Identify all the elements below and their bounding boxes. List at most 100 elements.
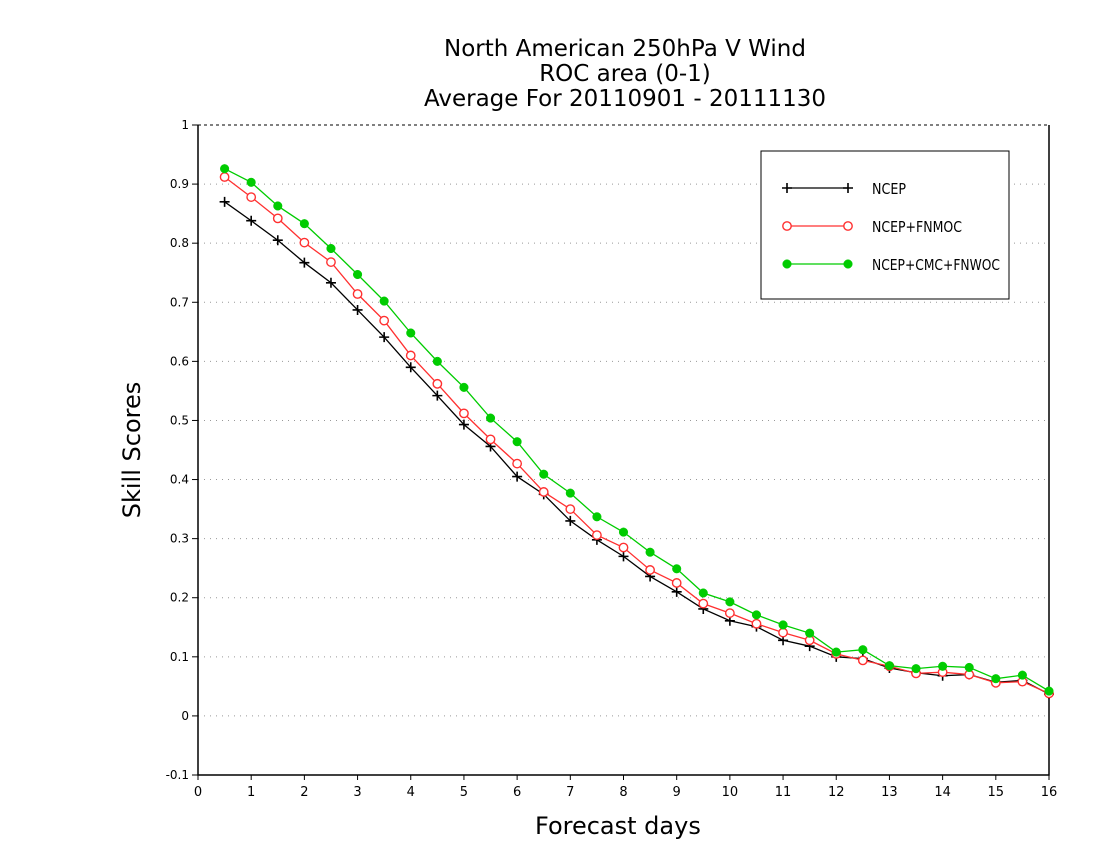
- x-tick-label: 9: [673, 785, 681, 800]
- data-point: [352, 304, 363, 315]
- data-point: [565, 504, 576, 514]
- data-point: [858, 645, 868, 655]
- data-point: [272, 235, 283, 246]
- data-point: [538, 487, 549, 497]
- data-point: [432, 378, 443, 389]
- data-point: [405, 362, 416, 373]
- data-point: [273, 201, 283, 211]
- data-point: [353, 269, 363, 280]
- x-tick-label: 1: [247, 785, 255, 800]
- legend-label: NCEP: [872, 180, 906, 198]
- legend-label: NCEP+CMC+FNWOC: [872, 256, 1000, 274]
- data-point: [272, 213, 283, 224]
- y-tick-label: -0.1: [166, 768, 189, 782]
- data-point: [485, 413, 496, 423]
- data-point: [219, 196, 230, 207]
- legend-marker: [782, 259, 792, 269]
- legend-marker: [782, 183, 792, 193]
- data-point: [964, 662, 974, 673]
- chart-title-line-1: North American 250hPa V Wind: [444, 36, 806, 62]
- legend-marker: [843, 259, 853, 269]
- data-point: [1044, 686, 1054, 696]
- chart-title-line-3: Average For 20110901 - 20111130: [423, 86, 827, 112]
- data-point: [246, 215, 257, 226]
- data-point: [884, 661, 894, 671]
- data-point: [1017, 670, 1027, 680]
- x-tick-label: 6: [513, 785, 521, 800]
- x-tick-label: 12: [828, 785, 845, 800]
- data-point: [857, 655, 868, 666]
- x-tick-label: 3: [353, 785, 361, 800]
- data-point: [512, 471, 523, 482]
- x-tick-label: 4: [407, 785, 415, 800]
- data-point: [246, 177, 256, 187]
- y-tick-label: 1: [181, 118, 189, 132]
- data-point: [751, 610, 762, 620]
- data-point: [991, 674, 1001, 684]
- data-point: [725, 597, 735, 607]
- data-point: [911, 664, 921, 674]
- y-tick-label: 0: [181, 709, 189, 723]
- legend-marker: [843, 221, 853, 231]
- x-tick-label: 0: [194, 785, 202, 800]
- data-point: [724, 608, 735, 618]
- data-point: [379, 296, 389, 306]
- x-tick-label: 5: [460, 785, 468, 800]
- x-tick-label: 15: [988, 785, 1005, 800]
- data-point: [671, 586, 682, 597]
- data-point: [220, 164, 230, 174]
- legend-item: NCEP+CMC+FNWOC: [782, 256, 1000, 274]
- data-point: [458, 419, 469, 430]
- data-point: [299, 257, 310, 268]
- data-point: [219, 172, 230, 182]
- data-point: [778, 627, 788, 638]
- legend-label: NCEP+FNMOC: [872, 218, 962, 236]
- data-point: [831, 647, 841, 657]
- chart-title-line-2: ROC area (0-1): [539, 61, 711, 87]
- y-tick-label: 0.1: [170, 650, 189, 664]
- data-point: [352, 289, 363, 299]
- data-point: [512, 437, 522, 447]
- data-point: [379, 332, 390, 343]
- x-axis-label: Forecast days: [535, 812, 701, 840]
- y-tick-label: 0.7: [170, 295, 189, 309]
- y-tick-label: 0.6: [170, 354, 189, 368]
- y-tick-label: 0.4: [170, 473, 189, 487]
- legend-marker: [843, 183, 853, 193]
- data-point: [592, 512, 602, 522]
- data-point: [698, 598, 709, 609]
- data-point: [406, 328, 416, 338]
- data-point: [565, 515, 576, 526]
- data-point: [539, 469, 549, 479]
- data-point: [698, 588, 708, 598]
- data-point: [592, 530, 602, 540]
- data-point: [618, 527, 629, 537]
- data-point: [405, 350, 416, 361]
- data-point: [325, 277, 336, 288]
- y-tick-label: 0.5: [170, 413, 189, 427]
- x-tick-label: 11: [775, 785, 792, 800]
- legend: NCEP NCEP+FNMOC NCEP+CMC+FNWOC: [760, 150, 1010, 300]
- data-point: [246, 192, 257, 202]
- data-point: [751, 618, 762, 629]
- data-point: [938, 661, 948, 671]
- data-point: [671, 578, 682, 588]
- data-point: [299, 237, 310, 248]
- x-tick-label: 16: [1041, 785, 1058, 800]
- data-point: [672, 564, 682, 574]
- y-tick-label: 0.8: [170, 236, 189, 250]
- data-point: [805, 628, 815, 638]
- y-tick-label: 0.2: [170, 591, 189, 605]
- data-point: [432, 390, 443, 401]
- data-point: [485, 434, 496, 445]
- data-point: [645, 547, 655, 557]
- x-tick-label: 13: [881, 785, 898, 800]
- data-point: [618, 542, 629, 553]
- data-point: [299, 219, 309, 229]
- legend-marker: [782, 221, 792, 231]
- data-point: [326, 257, 336, 267]
- data-point: [459, 408, 469, 419]
- y-tick-label: 0.3: [170, 532, 189, 546]
- series-ncep-cmc-fnwoc: [220, 164, 1054, 696]
